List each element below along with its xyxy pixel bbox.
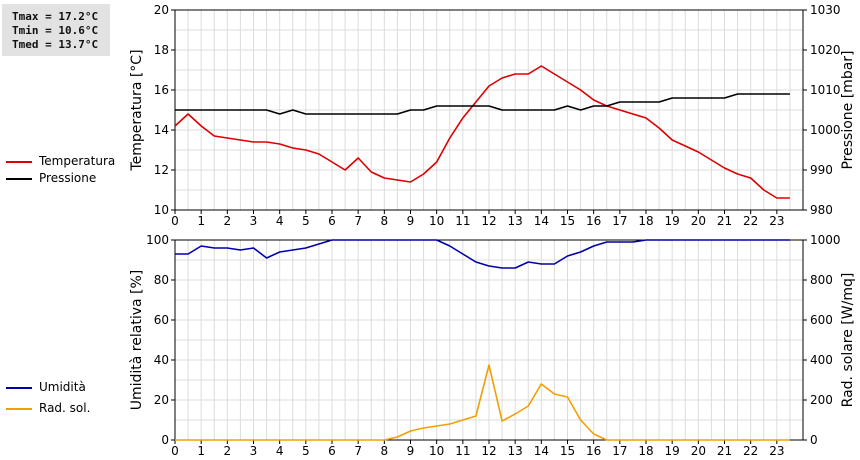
- top-x-tick-label-6: 6: [328, 214, 336, 228]
- bottom-x-tick-label-12: 12: [481, 444, 496, 458]
- top-series-temperatura: [174, 65, 790, 199]
- top-x-tick-label-7: 7: [354, 214, 362, 228]
- top-x-tick-label-2: 2: [224, 214, 232, 228]
- legend-label-pressione: Pressione: [39, 171, 97, 185]
- top-x-tick-label-17: 17: [612, 214, 627, 228]
- top-yr-tick-label-2: 1000: [810, 123, 841, 137]
- top-series-pressione: [175, 93, 790, 115]
- top-ylabel-left: Temperatura [°C]: [129, 49, 145, 171]
- tmin-label: Tmin = 10.6°C: [12, 24, 99, 37]
- bottom-x-tick-label-8: 8: [381, 444, 389, 458]
- bottom-x-tick-label-18: 18: [638, 444, 653, 458]
- bottom-yl-tick-label-3: 60: [154, 313, 169, 327]
- legend-swatch-umidita: [6, 387, 32, 389]
- bottom-yl-tick-label-0: 0: [161, 433, 169, 447]
- legend-label-umidita: Umidità: [39, 380, 86, 394]
- bottom-ylabel-right: Rad. solare [W/mq]: [840, 273, 856, 408]
- bottom-x-tick-label-4: 4: [276, 444, 284, 458]
- bottom-x-tick-label-20: 20: [691, 444, 706, 458]
- top-yr-tick-label-1: 990: [810, 163, 833, 177]
- bottom-yl-tick-label-2: 40: [154, 353, 169, 367]
- bottom-x-tick-label-1: 1: [197, 444, 205, 458]
- bottom-x-tick-label-15: 15: [560, 444, 575, 458]
- bottom-yr-tick-label-5: 1000: [810, 233, 841, 247]
- top-x-tick-label-5: 5: [302, 214, 310, 228]
- top-yr-tick-label-5: 1030: [810, 3, 841, 17]
- legend-label-radsol: Rad. sol.: [39, 401, 91, 415]
- legend-pressione: Pressione: [6, 171, 126, 187]
- bottom-yr-tick-label-0: 0: [810, 433, 818, 447]
- top-x-tick-label-23: 23: [769, 214, 784, 228]
- top-yl-tick-label-2: 14: [154, 123, 169, 137]
- bottom-x-tick-label-6: 6: [328, 444, 336, 458]
- top-x-tick-label-20: 20: [691, 214, 706, 228]
- bottom-yr-tick-label-3: 600: [810, 313, 833, 327]
- tmed-label: Tmed = 13.7°C: [12, 38, 99, 51]
- top-x-tick-label-22: 22: [743, 214, 758, 228]
- bottom-x-tick-label-9: 9: [407, 444, 415, 458]
- bottom-x-tick-label-10: 10: [429, 444, 444, 458]
- bottom-x-tick-label-13: 13: [508, 444, 523, 458]
- legend-swatch-radsol: [6, 408, 32, 410]
- tmax-label: Tmax = 17.2°C: [12, 10, 99, 23]
- top-x-tick-label-16: 16: [586, 214, 601, 228]
- top-yr-tick-label-0: 980: [810, 203, 833, 217]
- bottom-yr-tick-label-4: 800: [810, 273, 833, 287]
- top-x-tick-label-12: 12: [481, 214, 496, 228]
- top-x-tick-label-13: 13: [508, 214, 523, 228]
- top-yl-tick-label-1: 12: [154, 163, 169, 177]
- legend-label-temperatura: Temperatura: [39, 154, 116, 168]
- legend-temperatura: Temperatura: [6, 154, 126, 170]
- legend-radsol: Rad. sol.: [6, 401, 126, 417]
- top-x-tick-label-11: 11: [455, 214, 470, 228]
- top-ylabel-right: Pressione [mbar]: [840, 50, 856, 169]
- bottom-yr-tick-label-2: 400: [810, 353, 833, 367]
- top-x-tick-label-0: 0: [171, 214, 179, 228]
- top-x-tick-label-8: 8: [381, 214, 389, 228]
- bottom-yl-tick-label-1: 20: [154, 393, 169, 407]
- top-yl-tick-label-0: 10: [154, 203, 169, 217]
- top-yl-tick-label-3: 16: [154, 83, 169, 97]
- bottom-x-tick-label-0: 0: [171, 444, 179, 458]
- top-yr-tick-label-4: 1020: [810, 43, 841, 57]
- bottom-x-tick-label-2: 2: [224, 444, 232, 458]
- legend-umidita: Umidità: [6, 380, 126, 396]
- top-x-tick-label-3: 3: [250, 214, 258, 228]
- bottom-x-tick-label-11: 11: [455, 444, 470, 458]
- top-yl-tick-label-5: 20: [154, 3, 169, 17]
- legend-swatch-temperatura: [6, 161, 32, 163]
- top-x-tick-label-21: 21: [717, 214, 732, 228]
- bottom-x-tick-label-7: 7: [354, 444, 362, 458]
- bottom-yl-tick-label-5: 100: [146, 233, 169, 247]
- bottom-x-tick-label-21: 21: [717, 444, 732, 458]
- stats-box: Tmax = 17.2°C Tmin = 10.6°C Tmed = 13.7°…: [2, 4, 110, 56]
- top-x-tick-label-18: 18: [638, 214, 653, 228]
- top-yr-tick-label-3: 1010: [810, 83, 841, 97]
- top-yl-tick-label-4: 18: [154, 43, 169, 57]
- top-x-tick-label-4: 4: [276, 214, 284, 228]
- bottom-x-tick-label-19: 19: [665, 444, 680, 458]
- bottom-x-tick-label-14: 14: [534, 444, 549, 458]
- bottom-x-tick-label-22: 22: [743, 444, 758, 458]
- bottom-yl-tick-label-4: 80: [154, 273, 169, 287]
- bottom-x-tick-label-16: 16: [586, 444, 601, 458]
- bottom-series-rad-sol: [175, 364, 790, 441]
- top-x-tick-label-1: 1: [197, 214, 205, 228]
- bottom-ylabel-left: Umidità relativa [%]: [129, 270, 145, 411]
- bottom-x-tick-label-3: 3: [250, 444, 258, 458]
- top-x-tick-label-19: 19: [665, 214, 680, 228]
- bottom-x-tick-label-17: 17: [612, 444, 627, 458]
- bottom-x-tick-label-23: 23: [769, 444, 784, 458]
- top-x-tick-label-14: 14: [534, 214, 549, 228]
- top-x-tick-label-10: 10: [429, 214, 444, 228]
- legend-swatch-pressione: [6, 178, 32, 180]
- bottom-yr-tick-label-1: 200: [810, 393, 833, 407]
- top-x-tick-label-9: 9: [407, 214, 415, 228]
- bottom-x-tick-label-5: 5: [302, 444, 310, 458]
- bottom-series-umidit: [175, 239, 790, 269]
- top-x-tick-label-15: 15: [560, 214, 575, 228]
